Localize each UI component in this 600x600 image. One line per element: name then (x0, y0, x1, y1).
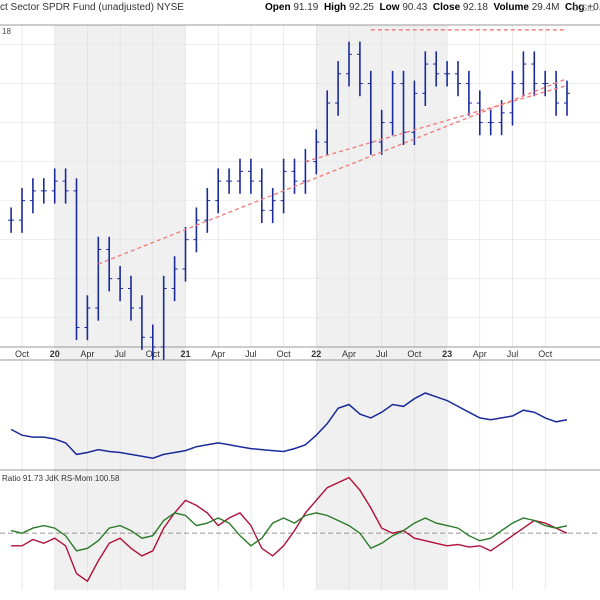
x-tick-label: 20 (50, 349, 60, 359)
axis-partial-label: 18 (2, 27, 11, 36)
year-band (0, 25, 55, 369)
rs-momentum-line (10, 512, 568, 552)
x-tick-label: 21 (180, 349, 190, 359)
x-tick-label: Oct (407, 349, 422, 359)
x-tick-label: Jul (376, 349, 388, 359)
x-tick-label: Jul (245, 349, 257, 359)
x-tick-label: Oct (15, 349, 30, 359)
rs-ratio-line (11, 476, 568, 583)
ohlc-readout: Open 91.19 High 92.25 Low 90.43 Close 92… (265, 2, 600, 13)
year-band (0, 360, 55, 470)
trendline (305, 84, 568, 163)
x-tick-label: Apr (211, 349, 225, 359)
x-tick-label: Jul (507, 349, 519, 359)
x-tick-label: Apr (342, 349, 356, 359)
chart-title: ct Sector SPDR Fund (unadjusted) NYSE (0, 2, 184, 13)
x-tick-label: Jul (114, 349, 126, 359)
x-tick-label: 22 (311, 349, 321, 359)
x-tick-label: Apr (473, 349, 487, 359)
trendline (98, 78, 568, 265)
x-tick-label: Oct (277, 349, 292, 359)
indicator-title: Ratio 91.73 JdK RS-Mom 100.58 (2, 474, 120, 483)
watermark: © Sto (572, 3, 595, 13)
x-tick-label: Apr (80, 349, 94, 359)
relative-strength-line (10, 392, 568, 459)
x-tick-label: 23 (442, 349, 452, 359)
x-tick-label: Oct (538, 349, 553, 359)
